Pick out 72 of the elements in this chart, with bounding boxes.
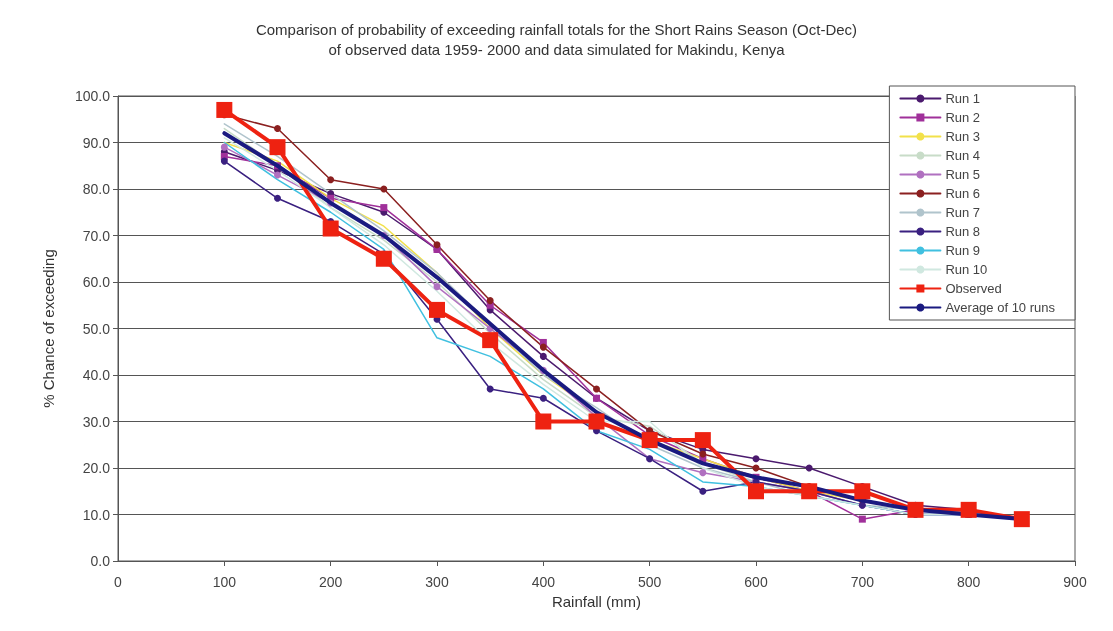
point [699,487,707,495]
point [694,432,711,449]
point [274,171,281,179]
point [274,125,281,133]
point [539,343,547,351]
legend-label: Run 6 [945,186,981,201]
x-tick-label: 0 [114,574,123,590]
y-tick-label: 80.0 [82,181,111,197]
x-tick-label: 300 [425,574,449,590]
point [752,455,760,463]
point [433,241,441,249]
legend-label: Average of 10 runs [945,300,1056,315]
legend-label: Run 8 [945,224,981,239]
y-tick-label: 70.0 [82,227,111,244]
point [220,143,228,151]
point [429,301,445,318]
point [801,483,818,500]
point [960,501,977,518]
point [375,250,392,267]
x-tick-label: 900 [1063,574,1087,590]
legend-label: Run 3 [945,129,981,144]
point [380,204,388,212]
legend-label: Run 4 [945,148,981,163]
point [216,101,233,118]
point [535,413,552,430]
point [748,483,764,500]
x-tick-label: 500 [637,574,662,590]
point [539,394,547,402]
x-tick-label: 400 [531,574,556,590]
point [486,297,494,305]
point [220,157,228,165]
legend-label: Run 7 [945,205,981,220]
y-tick-label: 90.0 [82,134,111,151]
y-tick-label: 60.0 [82,274,111,290]
y-tick-label: 20.0 [82,460,111,476]
point [588,413,605,430]
legend-label: Run 5 [945,167,981,182]
x-tick-label: 600 [744,574,768,590]
y-tick-label: 50.0 [82,320,111,337]
point [858,515,866,523]
y-tick-label: 100.0 [74,88,111,104]
point [322,220,339,237]
point [539,352,547,360]
chart-title: Comparison of probability of exceeding rainfall totals for the Short Rains Season (Oct-Dec) of observed data 1959- 2000 and data simulated for Makindu, Kenya [255,20,858,58]
point [274,194,281,202]
y-tick-label: 30.0 [82,413,111,430]
point [327,176,335,184]
y-tick-label: 10.0 [82,506,111,523]
point [699,450,707,458]
y-tick-label: 40.0 [82,367,111,383]
point [486,385,494,393]
point [907,501,924,518]
x-axis-title: Rainfall (mm) [551,592,642,610]
legend-label: Run 10 [945,262,988,277]
x-tick-label: 200 [318,574,343,590]
y-tick-label: 0.0 [90,553,111,569]
point [593,385,600,393]
x-tick-label: 800 [956,574,981,590]
legend-label: Observed [945,281,1002,296]
legend-label: Run 2 [945,110,981,125]
point [433,283,441,291]
point [1013,511,1030,528]
point [269,139,286,156]
y-axis-title: % Chance of exceeding [40,249,57,408]
point [482,332,499,349]
point [854,483,871,500]
point [641,432,658,449]
x-tick-label: 100 [212,574,237,590]
legend-label: Run 9 [945,243,981,258]
point [699,469,707,477]
x-tick-label: 700 [850,574,875,590]
legend-label: Run 1 [945,91,981,106]
